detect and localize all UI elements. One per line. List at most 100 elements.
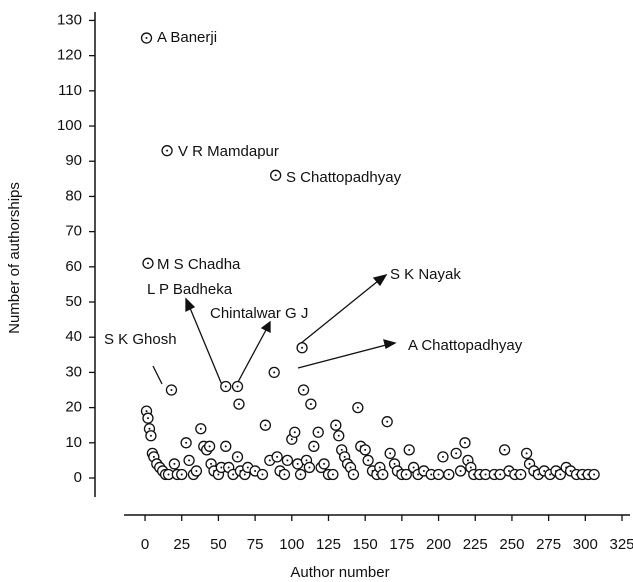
x-tick-label: 275 [536,536,561,553]
arrow [189,307,223,386]
point-center [528,462,531,465]
point-center [254,469,257,472]
point-center [503,448,506,451]
point-center [463,441,466,444]
point-center [405,473,408,476]
point-center [549,473,552,476]
point-center [146,417,149,420]
point-center [268,459,271,462]
annotation: Chintalwar G J [210,305,308,322]
annotation: A Chattopadhyay [408,337,523,354]
point-center [466,459,469,462]
point-center [224,445,227,448]
x-tick-label: 150 [353,536,378,553]
point-center [469,466,472,469]
point-center [364,448,367,451]
point-center [593,473,596,476]
point-center [356,406,359,409]
point-center [232,473,235,476]
point-center [299,473,302,476]
x-tick-label: 300 [573,536,598,553]
point-center [224,385,227,388]
x-tick-label: 125 [316,536,341,553]
point-center [499,473,502,476]
y-tick-label: 110 [58,82,82,99]
x-tick-label: 50 [210,536,227,553]
x-tick-label: 0 [141,536,149,553]
annotation: S K Nayak [390,266,461,283]
y-tick-label: 30 [65,363,82,380]
point-center [276,455,279,458]
point-center [340,448,343,451]
point-center [286,459,289,462]
arrow [297,344,387,369]
point-center [199,427,202,430]
point-center [302,389,305,392]
y-tick-label: 40 [65,328,82,345]
arrowhead [372,273,388,287]
point-center [167,473,170,476]
y-tick-label: 70 [65,223,82,240]
point-center [145,37,148,40]
arrowhead [260,320,271,334]
y-tick-label: 90 [65,152,82,169]
point-center [148,427,151,430]
point-center [334,424,337,427]
point-center [349,466,352,469]
point-center [352,473,355,476]
x-tick-label: 100 [279,536,304,553]
point-center [170,389,173,392]
point-center [149,434,152,437]
arrowhead [383,339,397,349]
point-center [343,455,346,458]
point-center [519,473,522,476]
point-center [237,403,240,406]
x-tick-label: 25 [173,536,190,553]
point-center [559,473,562,476]
point-center [293,431,296,434]
x-tick-label: 175 [389,536,414,553]
x-tick-label: 250 [499,536,524,553]
annotation: V R Mamdapur [178,143,279,160]
point-center [367,459,370,462]
point-center [437,473,440,476]
y-tick-label: 100 [57,117,82,134]
point-center [166,149,169,152]
annotation: A Banerji [157,29,217,46]
point-center [173,462,176,465]
annotation: L P Badheka [147,281,233,298]
y-tick-label: 0 [74,469,82,486]
point-center [145,410,148,413]
annotation: S K Ghosh [104,331,177,348]
x-tick-label: 200 [426,536,451,553]
point-center [227,466,230,469]
point-center [317,431,320,434]
point-center [389,452,392,455]
point-center [386,420,389,423]
point-center [243,473,246,476]
point-center [417,473,420,476]
point-center [273,371,276,374]
arrows [152,273,397,386]
x-tick-label: 325 [609,536,633,553]
point-center [301,346,304,349]
point-center [441,455,444,458]
point-center [430,473,433,476]
point-center [412,466,415,469]
point-center [537,473,540,476]
point-center [543,469,546,472]
point-center [220,466,223,469]
y-tick-label: 80 [65,187,82,204]
point-center [264,424,267,427]
point-center [296,462,299,465]
arrowhead [185,297,196,313]
point-center [569,469,572,472]
point-center [484,473,487,476]
arrow [152,365,163,385]
point-center [195,469,198,472]
annotation: M S Chadha [157,256,241,273]
point-center [274,174,277,177]
point-center [305,459,308,462]
annotation: S Chattopadhyay [286,169,402,186]
point-center [447,473,450,476]
